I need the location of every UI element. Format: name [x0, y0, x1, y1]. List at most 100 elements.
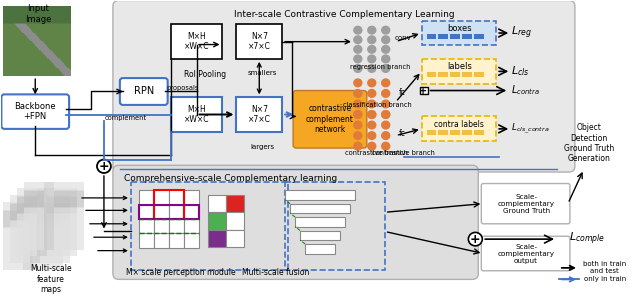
Text: Scale-
complementary
Ground Truth: Scale- complementary Ground Truth	[498, 194, 555, 214]
Circle shape	[381, 45, 390, 53]
Text: $L_{contra}$: $L_{contra}$	[511, 84, 540, 97]
Text: both in train
and test: both in train and test	[583, 261, 627, 274]
Circle shape	[354, 111, 362, 118]
Circle shape	[368, 111, 376, 118]
Circle shape	[354, 65, 362, 72]
Bar	[422, 59, 496, 84]
Bar	[462, 34, 472, 39]
Text: classification branch: classification branch	[344, 102, 412, 108]
Text: RoI Pooling: RoI Pooling	[184, 70, 227, 79]
Text: N×7
×7×C: N×7 ×7×C	[248, 32, 271, 51]
Text: largers: largers	[250, 144, 275, 150]
Text: M× scale perception module: M× scale perception module	[126, 268, 236, 277]
Text: regression branch: regression branch	[349, 64, 410, 69]
Text: proposals: proposals	[166, 85, 199, 91]
Circle shape	[368, 121, 376, 129]
Bar	[169, 190, 184, 205]
Bar	[422, 20, 496, 45]
Bar	[236, 24, 282, 59]
Circle shape	[97, 159, 111, 173]
Bar	[305, 244, 335, 254]
FancyBboxPatch shape	[481, 236, 570, 271]
Circle shape	[368, 45, 376, 53]
Bar	[300, 230, 340, 240]
Bar	[184, 205, 198, 219]
Circle shape	[381, 79, 390, 87]
Bar	[438, 72, 449, 77]
Bar	[154, 190, 184, 219]
Circle shape	[354, 100, 362, 108]
Text: Multi-scale
feature
maps: Multi-scale feature maps	[30, 265, 72, 294]
Circle shape	[354, 111, 362, 118]
Text: Multi-scale fusion: Multi-scale fusion	[241, 268, 309, 277]
Bar	[227, 230, 244, 247]
Text: conv: conv	[394, 35, 411, 41]
Text: M×H
×W×C: M×H ×W×C	[184, 32, 209, 51]
Bar	[169, 205, 184, 219]
Circle shape	[381, 36, 390, 44]
Text: RPN: RPN	[134, 86, 154, 97]
Circle shape	[368, 111, 376, 118]
Circle shape	[381, 121, 390, 129]
Circle shape	[368, 65, 376, 72]
Text: only in train: only in train	[584, 277, 626, 282]
Text: N×7
×7×C: N×7 ×7×C	[248, 105, 271, 124]
Bar	[184, 219, 198, 233]
Circle shape	[381, 90, 390, 97]
Text: Object
Detection
Ground Truth
Generation: Object Detection Ground Truth Generation	[564, 123, 614, 163]
Text: fc: fc	[399, 88, 406, 97]
Bar	[462, 72, 472, 77]
Text: contrastive branch: contrastive branch	[372, 150, 435, 156]
Circle shape	[354, 26, 362, 34]
FancyBboxPatch shape	[1, 94, 69, 129]
Text: Input
Image: Input Image	[25, 4, 51, 24]
Text: +: +	[470, 233, 481, 246]
Bar	[154, 219, 169, 233]
Circle shape	[468, 233, 483, 246]
Bar	[209, 212, 227, 230]
Bar	[209, 230, 227, 247]
Bar	[295, 217, 345, 227]
Text: Comprehensive-scale Complementary learning: Comprehensive-scale Complementary learni…	[124, 174, 337, 183]
FancyBboxPatch shape	[113, 165, 478, 279]
Circle shape	[368, 26, 376, 34]
Circle shape	[354, 79, 362, 87]
Text: $L_{cls\_contra}$: $L_{cls\_contra}$	[511, 122, 550, 136]
Text: contrastive branch: contrastive branch	[346, 150, 408, 156]
FancyBboxPatch shape	[113, 0, 575, 172]
Text: contra labels: contra labels	[435, 120, 484, 129]
Text: contrastive
complement
network: contrastive complement network	[306, 105, 354, 134]
Bar	[169, 233, 184, 248]
Circle shape	[368, 36, 376, 44]
Bar	[474, 130, 484, 135]
Text: boxes: boxes	[447, 24, 472, 33]
Circle shape	[381, 55, 390, 63]
Bar	[236, 97, 282, 132]
Circle shape	[368, 55, 376, 63]
Bar	[290, 204, 350, 213]
Bar	[139, 205, 154, 219]
Bar	[139, 219, 154, 233]
Text: Inter-scale Contrastive Complementary Learning: Inter-scale Contrastive Complementary Le…	[234, 10, 454, 19]
Text: smallers: smallers	[248, 70, 277, 76]
Bar	[426, 72, 436, 77]
Circle shape	[354, 45, 362, 53]
Bar	[285, 181, 385, 270]
Circle shape	[381, 111, 390, 118]
Text: Backbone
+FPN: Backbone +FPN	[15, 102, 56, 121]
Bar	[227, 212, 244, 230]
Bar	[438, 34, 449, 39]
Circle shape	[368, 79, 376, 87]
Circle shape	[354, 142, 362, 150]
Bar	[139, 233, 154, 248]
Circle shape	[354, 36, 362, 44]
FancyBboxPatch shape	[293, 91, 367, 148]
Bar	[420, 87, 428, 94]
Bar	[474, 34, 484, 39]
Text: $L_{cls}$: $L_{cls}$	[511, 64, 530, 78]
Bar	[131, 181, 288, 270]
Circle shape	[354, 132, 362, 139]
Bar	[426, 130, 436, 135]
Bar	[285, 190, 355, 200]
Circle shape	[354, 55, 362, 63]
